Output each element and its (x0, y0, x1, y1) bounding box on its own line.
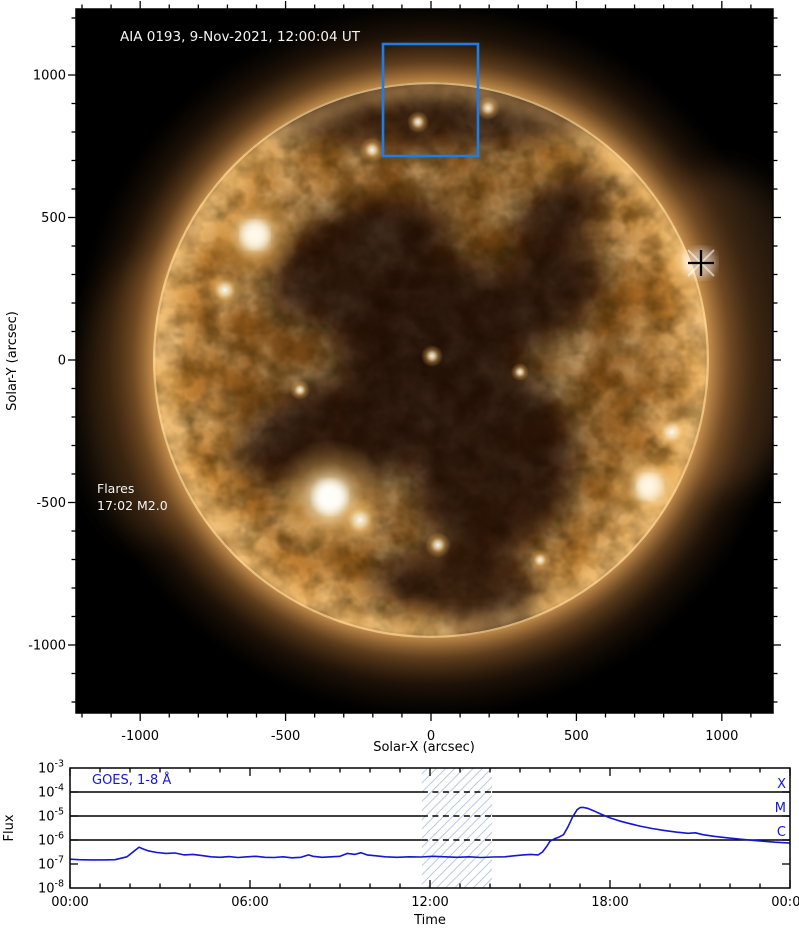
goes-ticks (69, 768, 791, 888)
aia-ticks (68, 1, 781, 721)
aia-ytick-label: 500 (41, 211, 66, 226)
class-label-C: C (777, 825, 786, 840)
aia-yaxis-title: Solar-Y (arcsec) (5, 311, 20, 411)
class-label-M: M (775, 801, 786, 816)
limb-brightening (153, 82, 709, 638)
goes-yaxis-title: Flux (2, 814, 17, 841)
disk-texture (153, 82, 709, 638)
goes-ytick-label: 10-6 (38, 831, 64, 849)
observation-window-hatch (421, 768, 493, 888)
goes-xaxis-title: Time (413, 913, 446, 928)
limb-rim (153, 82, 709, 638)
goes-xtick-label: 12:00 (411, 895, 448, 910)
fov-box (381, 42, 480, 158)
aia-xtick-label: -1000 (121, 729, 159, 744)
aia-ytick-label: -500 (36, 496, 66, 511)
flare-annotation-line2: 17:02 M2.0 (97, 498, 168, 513)
goes-content (70, 768, 790, 888)
goes-ytick-label: 10-8 (38, 879, 64, 897)
aia-title: AIA 0193, 9-Nov-2021, 12:00:04 UT (120, 29, 361, 45)
aia-xtick-label: 1000 (705, 729, 738, 744)
aia-tick-labels: -1000 -500 0 500 1000 1000 500 0 -500 -1000 (28, 69, 738, 745)
goes-xtick-label: 00:00 (51, 895, 88, 910)
aia-axes-frame (75, 8, 774, 714)
flare-annotation-line1: Flares (97, 481, 134, 496)
aia-xaxis-title: Solar-X (arcsec) (373, 740, 475, 755)
aia-xtick-label: -500 (271, 729, 301, 744)
goes-flux-curve (70, 806, 790, 861)
goes-xtick-label: 00:00 (771, 895, 799, 910)
class-label-X: X (777, 777, 786, 792)
aia-xtick-label: 500 (564, 729, 589, 744)
goes-ytick-label: 10-3 (38, 759, 64, 777)
goes-ytick-label: 10-4 (38, 783, 64, 801)
sun-image (76, 9, 773, 713)
goes-ytick-label: 10-5 (38, 807, 64, 825)
plus-icon (688, 250, 714, 276)
flare-site-marker (686, 248, 716, 278)
aia-ytick-label: 1000 (33, 69, 66, 84)
goes-series-label: GOES, 1-8 Å (92, 772, 171, 788)
goes-ytick-label: 10-7 (38, 855, 64, 873)
goes-xtick-label: 18:00 (591, 895, 628, 910)
aia-ytick-label: 0 (58, 354, 66, 369)
aia-panel: AIA 0193, 9-Nov-2021, 12:00:04 UT Flares… (5, 1, 781, 755)
goes-xtick-label: 06:00 (231, 895, 268, 910)
aia-ytick-label: -1000 (28, 639, 66, 654)
aia-xtick-label: 0 (427, 729, 435, 744)
